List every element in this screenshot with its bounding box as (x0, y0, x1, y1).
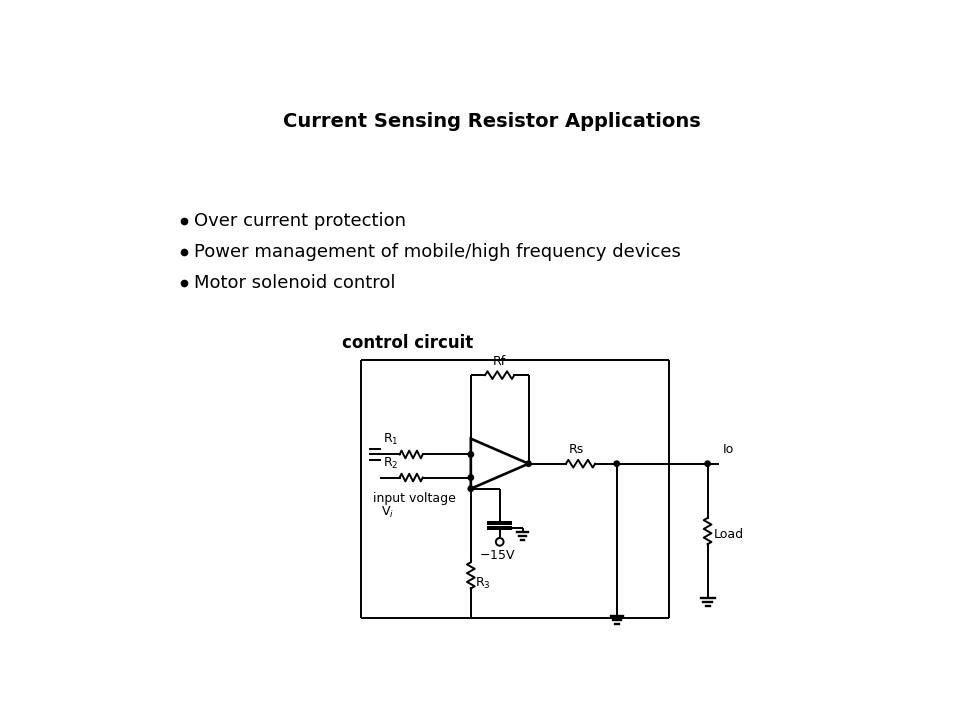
Text: $-$15V: $-$15V (479, 549, 516, 562)
Circle shape (468, 486, 473, 492)
Circle shape (468, 451, 473, 457)
Text: Current Sensing Resistor Applications: Current Sensing Resistor Applications (283, 112, 701, 130)
Text: Over current protection: Over current protection (194, 212, 406, 230)
Text: Motor solenoid control: Motor solenoid control (194, 274, 396, 292)
Text: input voltage: input voltage (373, 492, 456, 505)
Text: Io: Io (723, 444, 734, 456)
Text: control circuit: control circuit (342, 334, 473, 352)
Circle shape (705, 461, 710, 467)
Text: R$_3$: R$_3$ (475, 575, 492, 590)
Text: V$_i$: V$_i$ (381, 505, 395, 520)
Text: Power management of mobile/high frequency devices: Power management of mobile/high frequenc… (194, 243, 681, 261)
Text: Rs: Rs (569, 444, 585, 456)
Circle shape (614, 461, 619, 467)
Text: R$_1$: R$_1$ (383, 431, 398, 446)
Circle shape (468, 475, 473, 480)
Text: Load: Load (713, 528, 744, 541)
Text: Rf: Rf (493, 355, 506, 368)
Text: R$_2$: R$_2$ (383, 456, 398, 472)
Circle shape (526, 461, 531, 467)
